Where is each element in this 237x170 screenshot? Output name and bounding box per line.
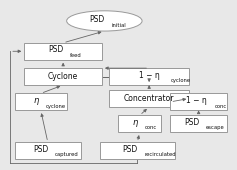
Bar bbox=[15, 94, 67, 110]
Bar bbox=[118, 115, 161, 132]
Text: cyclone: cyclone bbox=[170, 78, 191, 83]
Text: PSD: PSD bbox=[184, 118, 199, 127]
Text: conc: conc bbox=[144, 125, 157, 130]
Text: 1 − η: 1 − η bbox=[139, 71, 160, 80]
Bar bbox=[15, 142, 81, 159]
Ellipse shape bbox=[67, 11, 142, 31]
Text: η: η bbox=[132, 118, 138, 127]
Bar bbox=[170, 115, 227, 132]
Text: PSD: PSD bbox=[90, 15, 105, 24]
Text: captured: captured bbox=[55, 152, 79, 157]
Text: PSD: PSD bbox=[33, 145, 48, 154]
Text: 1 − η: 1 − η bbox=[186, 96, 207, 105]
Text: Concentrator: Concentrator bbox=[124, 94, 174, 103]
Text: cyclone: cyclone bbox=[46, 104, 66, 109]
Text: Cyclone: Cyclone bbox=[48, 72, 78, 81]
Text: initial: initial bbox=[111, 23, 126, 28]
Bar bbox=[100, 142, 175, 159]
Bar bbox=[170, 94, 227, 110]
Text: escape: escape bbox=[206, 125, 224, 130]
Bar bbox=[24, 43, 102, 60]
Text: PSD: PSD bbox=[48, 45, 64, 54]
Text: conc: conc bbox=[215, 104, 227, 109]
Text: η: η bbox=[33, 96, 39, 105]
Text: recirculated: recirculated bbox=[144, 152, 176, 157]
Bar bbox=[109, 68, 189, 85]
Text: PSD: PSD bbox=[123, 145, 138, 154]
Bar bbox=[24, 68, 102, 85]
Text: feed: feed bbox=[70, 53, 82, 58]
Bar bbox=[109, 90, 189, 107]
